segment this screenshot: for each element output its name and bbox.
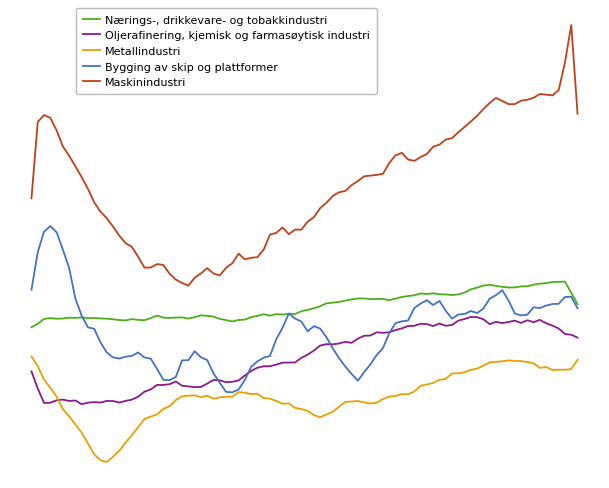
Maskinindustri bbox=[40, 113, 48, 119]
Bygging av skip og plattformer bbox=[185, 358, 192, 364]
Maskinindustri bbox=[568, 23, 575, 29]
Legend: Nærings-, drikkevare- og tobakkindustri, Oljerafinering, kjemisk og farmasøytisk: Nærings-, drikkevare- og tobakkindustri,… bbox=[76, 9, 377, 95]
Bygging av skip og plattformer bbox=[574, 305, 581, 311]
Bygging av skip og plattformer bbox=[191, 348, 199, 354]
Maskinindustri bbox=[461, 125, 468, 131]
Maskinindustri bbox=[354, 179, 362, 184]
Maskinindustri bbox=[191, 275, 199, 281]
Metallindustri bbox=[185, 393, 192, 399]
Oljerafinering, kjemisk og farmasøytisk industri bbox=[185, 384, 192, 389]
Line: Metallindustri: Metallindustri bbox=[32, 357, 577, 462]
Metallindustri bbox=[103, 459, 110, 465]
Bygging av skip og plattformer bbox=[40, 229, 48, 235]
Oljerafinering, kjemisk og farmasøytisk industri bbox=[574, 335, 581, 341]
Bygging av skip og plattformer bbox=[467, 308, 474, 314]
Nærings-, drikkevare- og tobakkindustri bbox=[561, 279, 569, 285]
Line: Oljerafinering, kjemisk og farmasøytisk industri: Oljerafinering, kjemisk og farmasøytisk … bbox=[32, 317, 577, 405]
Maskinindustri bbox=[574, 112, 581, 118]
Nærings-, drikkevare- og tobakkindustri bbox=[40, 316, 48, 322]
Maskinindustri bbox=[304, 219, 311, 225]
Line: Nærings-, drikkevare- og tobakkindustri: Nærings-, drikkevare- og tobakkindustri bbox=[32, 282, 577, 327]
Oljerafinering, kjemisk og farmasøytisk industri bbox=[28, 368, 35, 374]
Oljerafinering, kjemisk og farmasøytisk industri bbox=[461, 316, 468, 322]
Oljerafinering, kjemisk og farmasøytisk industri bbox=[78, 402, 85, 407]
Oljerafinering, kjemisk og farmasøytisk industri bbox=[354, 336, 362, 342]
Maskinindustri bbox=[178, 281, 186, 286]
Oljerafinering, kjemisk og farmasøytisk industri bbox=[191, 385, 199, 390]
Bygging av skip og plattformer bbox=[361, 369, 368, 375]
Metallindustri bbox=[574, 357, 581, 363]
Maskinindustri bbox=[28, 196, 35, 202]
Metallindustri bbox=[543, 365, 550, 370]
Nærings-, drikkevare- og tobakkindustri bbox=[185, 316, 192, 322]
Metallindustri bbox=[28, 354, 35, 360]
Metallindustri bbox=[191, 392, 199, 398]
Bygging av skip og plattformer bbox=[310, 324, 317, 329]
Metallindustri bbox=[40, 377, 48, 383]
Metallindustri bbox=[304, 408, 311, 414]
Nærings-, drikkevare- og tobakkindustri bbox=[348, 297, 355, 303]
Bygging av skip og plattformer bbox=[228, 389, 236, 395]
Nærings-, drikkevare- og tobakkindustri bbox=[536, 281, 543, 287]
Line: Bygging av skip og plattformer: Bygging av skip og plattformer bbox=[32, 226, 577, 392]
Nærings-, drikkevare- og tobakkindustri bbox=[28, 325, 35, 330]
Oljerafinering, kjemisk og farmasøytisk industri bbox=[304, 352, 311, 358]
Nærings-, drikkevare- og tobakkindustri bbox=[574, 302, 581, 307]
Maskinindustri bbox=[185, 283, 192, 289]
Oljerafinering, kjemisk og farmasøytisk industri bbox=[467, 314, 474, 320]
Line: Maskinindustri: Maskinindustri bbox=[32, 26, 577, 286]
Bygging av skip og plattformer bbox=[28, 287, 35, 293]
Bygging av skip og plattformer bbox=[47, 224, 54, 229]
Metallindustri bbox=[354, 398, 362, 404]
Oljerafinering, kjemisk og farmasøytisk industri bbox=[40, 400, 48, 406]
Nærings-, drikkevare- og tobakkindustri bbox=[178, 315, 186, 321]
Nærings-, drikkevare- og tobakkindustri bbox=[298, 309, 305, 315]
